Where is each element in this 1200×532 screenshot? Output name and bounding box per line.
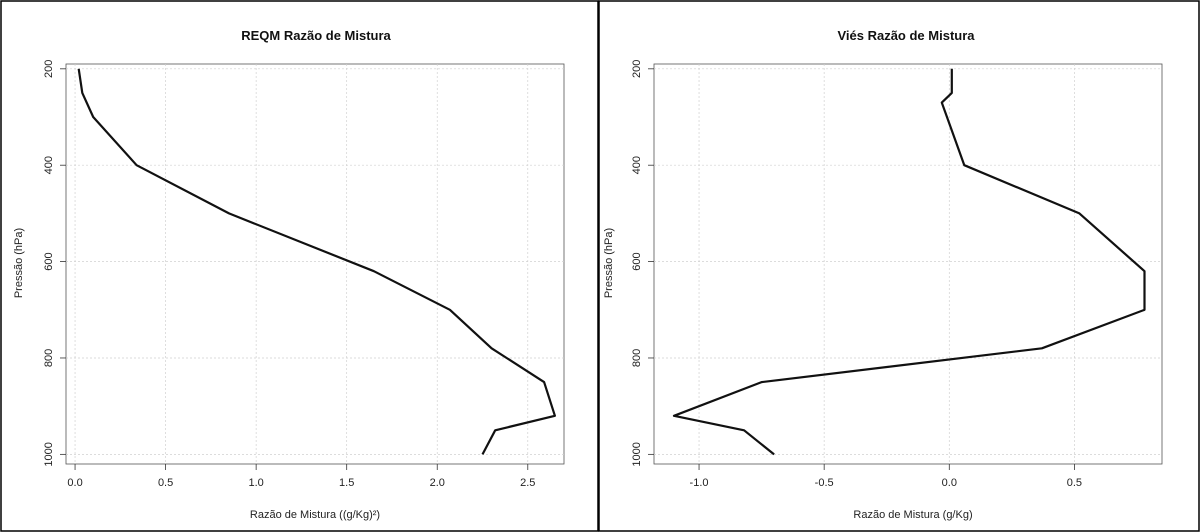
plot-area xyxy=(653,63,1163,465)
grid xyxy=(654,64,1162,464)
y-axis-label: Pressão (hPa) xyxy=(13,228,25,298)
y-axis: 200 400 600 800 1000 xyxy=(631,60,654,467)
panel-frame xyxy=(598,0,1200,532)
y-tick-label: 1000 xyxy=(43,442,55,466)
y-tick-label: 400 xyxy=(43,156,55,174)
series-layer xyxy=(672,68,1146,456)
grid xyxy=(66,64,564,464)
bias-panel: Viés Razão de Mistura -1.0 -0.5 0.0 0.5 200… xyxy=(598,0,1200,532)
x-tick-label: -1.0 xyxy=(690,477,709,489)
x-tick-label: 2.5 xyxy=(520,477,535,489)
x-tick-label: 0.0 xyxy=(67,477,82,489)
y-axis-label: Pressão (hPa) xyxy=(603,228,615,298)
chart-title: REQM Razão de Mistura xyxy=(241,28,391,43)
y-tick-label: 600 xyxy=(43,252,55,270)
rmse-panel: REQM Razão de Mistura 0.0 0.5 1.0 1.5 2.0 2.5… xyxy=(0,0,599,532)
x-tick-label: 0.5 xyxy=(158,477,173,489)
x-axis: -1.0 -0.5 0.0 0.5 xyxy=(690,464,1082,489)
y-tick-label: 800 xyxy=(43,349,55,367)
x-axis: 0.0 0.5 1.0 1.5 2.0 2.5 xyxy=(67,464,535,489)
x-tick-label: 0.0 xyxy=(942,477,957,489)
y-tick-label: 400 xyxy=(631,156,643,174)
x-tick-label: -0.5 xyxy=(815,477,834,489)
series-line xyxy=(672,68,1146,456)
x-axis-label: Razão de Mistura (g/Kg) xyxy=(853,509,972,521)
x-tick-label: 0.5 xyxy=(1067,477,1082,489)
chart-title: Viés Razão de Mistura xyxy=(837,28,975,43)
y-tick-label: 800 xyxy=(631,349,643,367)
series-line xyxy=(77,68,557,455)
y-tick-label: 1000 xyxy=(631,442,643,466)
y-tick-label: 600 xyxy=(631,252,643,270)
panel-frame xyxy=(0,0,599,532)
x-tick-label: 1.5 xyxy=(339,477,354,489)
y-tick-label: 200 xyxy=(631,60,643,78)
y-tick-label: 200 xyxy=(43,60,55,78)
plot-area xyxy=(65,63,565,465)
series-layer xyxy=(77,68,557,455)
x-tick-label: 2.0 xyxy=(430,477,445,489)
x-tick-label: 1.0 xyxy=(248,477,263,489)
x-axis-label: Razão de Mistura ((g/Kg)²) xyxy=(250,509,380,521)
y-axis: 200 400 600 800 1000 xyxy=(43,60,66,467)
